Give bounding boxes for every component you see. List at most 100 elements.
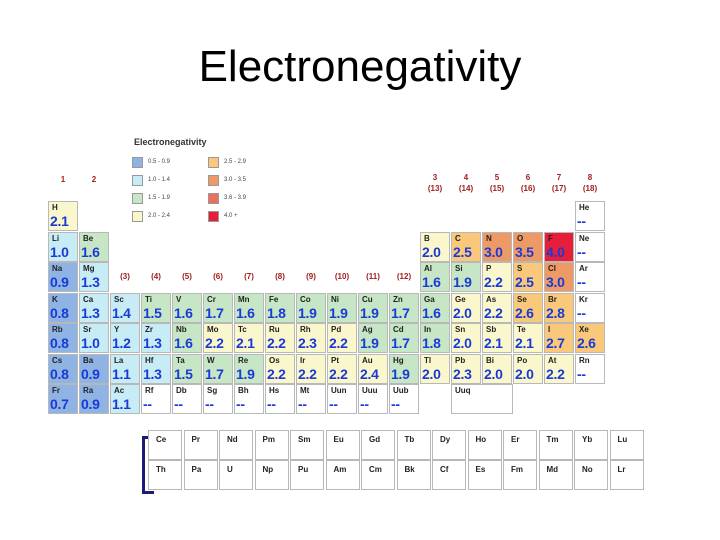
element-symbol: Lu (617, 435, 628, 444)
group-label: 8 (18) (582, 173, 598, 193)
element-value: 1.8 (267, 304, 286, 321)
legend-label: 3.0 - 3.5 (224, 177, 247, 183)
element-symbol: Ag (362, 325, 373, 334)
element-value: -- (577, 243, 586, 260)
legend-label: 1.5 - 1.9 (148, 195, 171, 201)
element-symbol: Sc (114, 294, 124, 304)
element-value: 1.6 (81, 243, 100, 260)
element-cell-he: He -- (575, 201, 605, 231)
legend-swatch (208, 175, 219, 186)
element-cell-k: K 0.8 (48, 292, 78, 323)
element-value: -- (205, 396, 214, 412)
element-symbol: Tl (424, 355, 432, 365)
element-symbol: Re (238, 355, 249, 365)
element-symbol: Uun (331, 386, 347, 395)
element-symbol: Se (517, 294, 527, 304)
element-cell-te: Te 2.1 (513, 323, 543, 353)
element-symbol: Tm (546, 435, 559, 444)
f-block-cell-eu: Eu (325, 430, 360, 460)
element-value: 2.2 (484, 304, 503, 321)
element-value: 1.3 (143, 335, 162, 351)
element-value: 2.2 (329, 365, 348, 382)
element-cell-cl: Cl 3.0 (544, 262, 574, 292)
element-cell-rf: Rf -- (141, 384, 171, 414)
element-value: 2.2 (267, 335, 286, 351)
element-symbol: Ra (83, 386, 94, 395)
element-cell-ra: Ra 0.9 (79, 384, 109, 414)
element-value: 2.1 (50, 213, 69, 229)
element-symbol: Co (300, 294, 311, 304)
element-cell-cu: Cu 1.9 (358, 292, 388, 323)
element-symbol: Th (156, 465, 166, 474)
f-block-cell-md: Md (538, 460, 573, 490)
element-symbol: Pa (191, 465, 202, 474)
element-value: 2.0 (453, 335, 472, 351)
element-cell-as: As 2.2 (482, 292, 512, 323)
group-label: (7) (244, 272, 254, 281)
element-cell-rb: Rb 0.8 (48, 323, 78, 353)
element-cell-ir: Ir 2.2 (296, 353, 326, 384)
element-value: 2.6 (515, 304, 534, 321)
f-block-cell-lu: Lu (609, 430, 644, 460)
element-cell-uub: Uub -- (389, 384, 419, 414)
element-value: 0.8 (50, 365, 69, 382)
element-symbol: Os (269, 355, 280, 365)
element-cell-ar: Ar -- (575, 262, 605, 292)
element-symbol: Dy (440, 435, 451, 444)
element-symbol: Mt (300, 386, 310, 395)
legend-swatch (132, 175, 143, 186)
element-cell-ga: Ga 1.6 (420, 292, 450, 323)
element-symbol: Br (548, 294, 557, 304)
element-cell-br: Br 2.8 (544, 292, 574, 323)
element-symbol: Uuu (362, 386, 378, 395)
element-cell-se: Se 2.6 (513, 292, 543, 323)
element-value: 1.6 (422, 274, 441, 290)
element-value: -- (577, 365, 586, 382)
f-block-cell-cm: Cm (361, 460, 395, 490)
element-symbol: Ga (424, 294, 435, 304)
element-symbol: Cs (52, 355, 63, 365)
element-cell-i: I 2.7 (544, 323, 574, 353)
element-value: 1.9 (453, 274, 472, 290)
group-label: 3 (13) (427, 173, 443, 193)
element-symbol: Es (475, 465, 486, 474)
element-value: 2.2 (484, 274, 503, 290)
legend-swatch (208, 211, 219, 222)
element-cell-zn: Zn 1.7 (389, 292, 419, 323)
element-value: 2.4 (360, 365, 379, 382)
element-value: 1.0 (81, 335, 100, 351)
element-value: 3.0 (484, 243, 503, 260)
element-cell-mt: Mt -- (296, 384, 326, 414)
element-symbol: Np (262, 465, 274, 474)
element-cell-rn: Rn -- (575, 353, 605, 384)
f-block-cell-np: Np (254, 460, 289, 490)
element-value: -- (174, 396, 183, 412)
element-cell-n: N 3.0 (482, 231, 512, 262)
element-cell-fe: Fe 1.8 (265, 292, 295, 323)
element-symbol: Zn (393, 294, 403, 304)
element-value: 1.7 (205, 365, 224, 382)
f-block-cell-th: Th (148, 460, 182, 490)
element-symbol: La (114, 355, 124, 365)
element-value: 1.6 (174, 335, 193, 351)
element-symbol: Hf (145, 355, 154, 365)
element-value: 1.4 (112, 304, 131, 321)
element-cell-uuu: Uuu -- (358, 384, 388, 414)
element-cell-zr: Zr 1.3 (141, 323, 171, 353)
element-value: 2.6 (577, 335, 596, 351)
element-symbol: Tc (238, 325, 247, 334)
f-block-cell-pm: Pm (254, 430, 289, 460)
legend-label: 4.0 + (224, 213, 238, 219)
element-symbol: Sr (83, 325, 92, 334)
element-value: 0.9 (50, 274, 69, 290)
element-cell-f: F 4.0 (544, 231, 574, 262)
element-symbol: Rf (145, 386, 154, 395)
f-block-cell-sm: Sm (290, 430, 324, 460)
element-cell-uuq: Uuq (451, 384, 513, 414)
element-symbol: H (52, 203, 58, 212)
element-symbol: Xe (579, 325, 589, 334)
element-value: 2.3 (298, 335, 317, 351)
element-symbol: Pd (331, 325, 342, 334)
element-symbol: In (424, 325, 432, 334)
element-cell-cd: Cd 1.7 (389, 323, 419, 353)
